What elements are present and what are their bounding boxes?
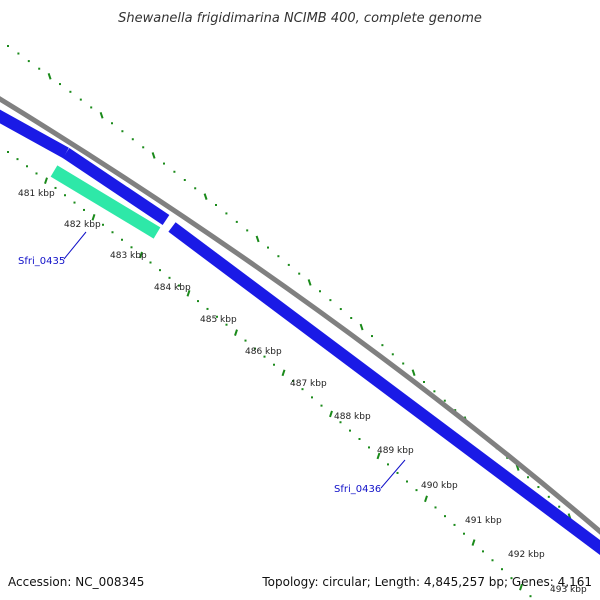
outer-major-tick — [255, 235, 260, 243]
scale-label: 491 kbp — [465, 516, 502, 526]
outer-major-tick — [359, 323, 364, 331]
gene-label-Sfri_0435[interactable]: Sfri_0435 — [18, 256, 65, 267]
scale-label: 489 kbp — [377, 446, 414, 456]
gene-arrow-middle[interactable] — [62, 148, 170, 225]
genome-summary: Topology: circular; Length: 4,845,257 bp… — [261, 575, 592, 589]
inner-major-tick — [281, 369, 286, 377]
scale-label: 484 kbp — [154, 283, 191, 293]
scale-label: 482 kbp — [64, 220, 101, 230]
inner-major-tick — [91, 214, 96, 221]
leader-line-Sfri_0435 — [63, 231, 87, 260]
leader-line-Sfri_0436 — [380, 459, 406, 489]
outer-tick-ring — [7, 45, 592, 538]
gene-arrow-Sfri_0435[interactable] — [50, 165, 161, 239]
outer-major-tick — [203, 193, 208, 200]
outer-major-tick — [151, 152, 156, 159]
gene-arrow-upstream[interactable] — [0, 109, 69, 159]
gene-arrow-Sfri_0436[interactable] — [168, 222, 600, 556]
gene-label-Sfri_0436[interactable]: Sfri_0436 — [334, 484, 381, 495]
inner-major-tick — [519, 583, 523, 591]
inner-major-tick — [471, 539, 476, 546]
outer-major-tick — [307, 279, 312, 286]
scale-label: 490 kbp — [421, 481, 458, 491]
inner-major-tick — [186, 289, 191, 297]
inner-major-tick — [424, 495, 428, 503]
outer-major-tick — [99, 112, 104, 119]
inner-major-tick — [139, 251, 143, 259]
scale-labels: 481 kbp 482 kbp 483 kbp 484 kbp 485 kbp 486 k… — [18, 189, 587, 595]
scale-label: 487 kbp — [290, 379, 327, 389]
outer-major-tick — [47, 73, 52, 80]
inner-major-tick — [329, 410, 333, 418]
inner-major-tick — [234, 329, 238, 336]
scale-label: 481 kbp — [18, 189, 55, 199]
scale-label: 488 kbp — [334, 412, 371, 422]
scale-label: 483 kbp — [110, 251, 147, 261]
scale-label: 485 kbp — [200, 315, 237, 325]
map-title: Shewanella frigidimarina NCIMB 400, comp… — [118, 11, 482, 26]
inner-tick-ring — [7, 151, 532, 598]
scale-label: 486 kbp — [245, 347, 282, 357]
outer-major-tick — [411, 369, 416, 377]
scale-label: 493 kbp — [550, 585, 587, 595]
inner-major-tick — [376, 452, 381, 460]
scale-label: 492 kbp — [508, 550, 545, 560]
genome-backbone — [0, 96, 600, 535]
inner-major-tick — [44, 177, 48, 185]
accession-label: Accession: NC_008345 — [8, 575, 144, 589]
